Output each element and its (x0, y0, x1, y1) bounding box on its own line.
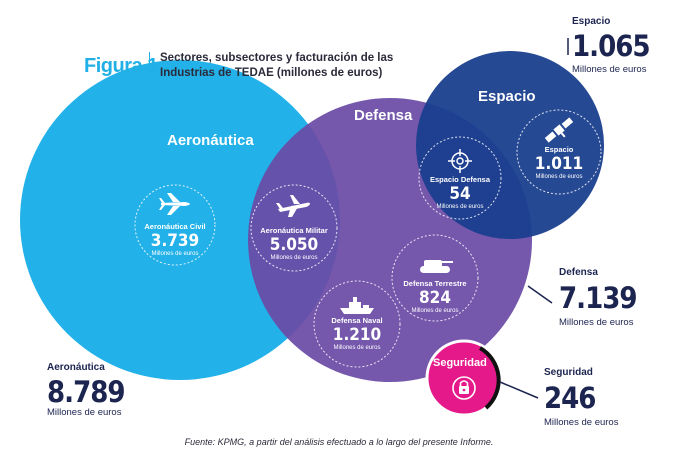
defensa-naval-value: 1.210 (332, 325, 382, 345)
seguridad-leader (499, 381, 539, 399)
ship-icon (340, 297, 374, 314)
aeronautica-total-value: 8.789 (47, 375, 126, 409)
espacio-total-units: Millones de euros (572, 64, 647, 75)
aeronautica-civil-label: Aeronáutica Civil (144, 222, 206, 231)
defensa-title: Defensa (354, 107, 413, 124)
seguridad-title: Seguridad (433, 357, 487, 369)
espacio-defensa-value: 54 (449, 184, 471, 204)
defensa-naval-units: Millones de euros (333, 345, 381, 351)
espacio-defensa-ring (418, 136, 502, 220)
crosshair-icon (448, 149, 472, 173)
aeronautica-total-units: Millones de euros (47, 407, 122, 418)
seguridad-total-units: Millones de euros (544, 417, 619, 428)
espacio-total-value: 1.065 (572, 29, 651, 63)
seguridad-total-value: 246 (544, 381, 596, 415)
espacio-circle (416, 51, 604, 239)
espacio-ring (516, 109, 602, 195)
figure-title: Sectores, subsectores y facturación de l… (160, 52, 394, 79)
defensa-naval-ring (313, 280, 401, 368)
defensa-naval-label: Defensa Naval (331, 316, 383, 325)
espacio-defensa-units: Millones de euros (436, 204, 484, 210)
tank-icon (420, 260, 453, 273)
aeronautica-total-label: Aeronáutica (47, 362, 105, 373)
aeronautica-militar-ring (250, 184, 338, 272)
defensa-terrestre-label: Defensa Terrestre (403, 279, 467, 288)
espacio-sub-value: 1.011 (534, 154, 584, 174)
aeronautica-militar-value: 5.050 (269, 235, 319, 255)
defensa-leader (527, 285, 553, 304)
seguridad-total-label: Seguridad (544, 367, 593, 378)
satellite-icon (544, 117, 574, 143)
defensa-terrestre-ring (391, 234, 479, 322)
aeronautica-title: Aeronáutica (167, 132, 254, 149)
lock-icon (452, 376, 476, 400)
aeronautica-militar-units: Millones de euros (270, 255, 318, 261)
defensa-total-value: 7.139 (559, 281, 638, 315)
defensa-terrestre-units: Millones de euros (411, 308, 459, 314)
fighter-jet-icon (276, 195, 310, 217)
aeronautica-civil-value: 3.739 (150, 231, 200, 251)
espacio-sub-label: Espacio (544, 145, 574, 154)
espacio-total-label: Espacio (572, 16, 611, 27)
espacio-defensa-label: Espacio Defensa (429, 175, 491, 184)
aeronautica-circle (20, 60, 340, 380)
espacio-title: Espacio (478, 88, 536, 105)
aeronautica-civil-units: Millones de euros (151, 251, 199, 257)
airplane-icon (159, 193, 190, 215)
aeronautica-militar-label: Aeronáutica Militar (260, 226, 328, 235)
seguridad-circle (425, 339, 503, 417)
espacio-sub-units: Millones de euros (535, 174, 583, 180)
aeronautica-civil-ring (134, 184, 216, 266)
figure-divider (149, 52, 150, 82)
defensa-total-label: Defensa (559, 267, 598, 278)
defensa-total-units: Millones de euros (559, 317, 634, 328)
source-note: Fuente: KPMG, a partir del análisis efec… (184, 437, 494, 447)
figure-label: Figura 1 (84, 55, 158, 77)
defensa-terrestre-value: 824 (419, 288, 451, 308)
